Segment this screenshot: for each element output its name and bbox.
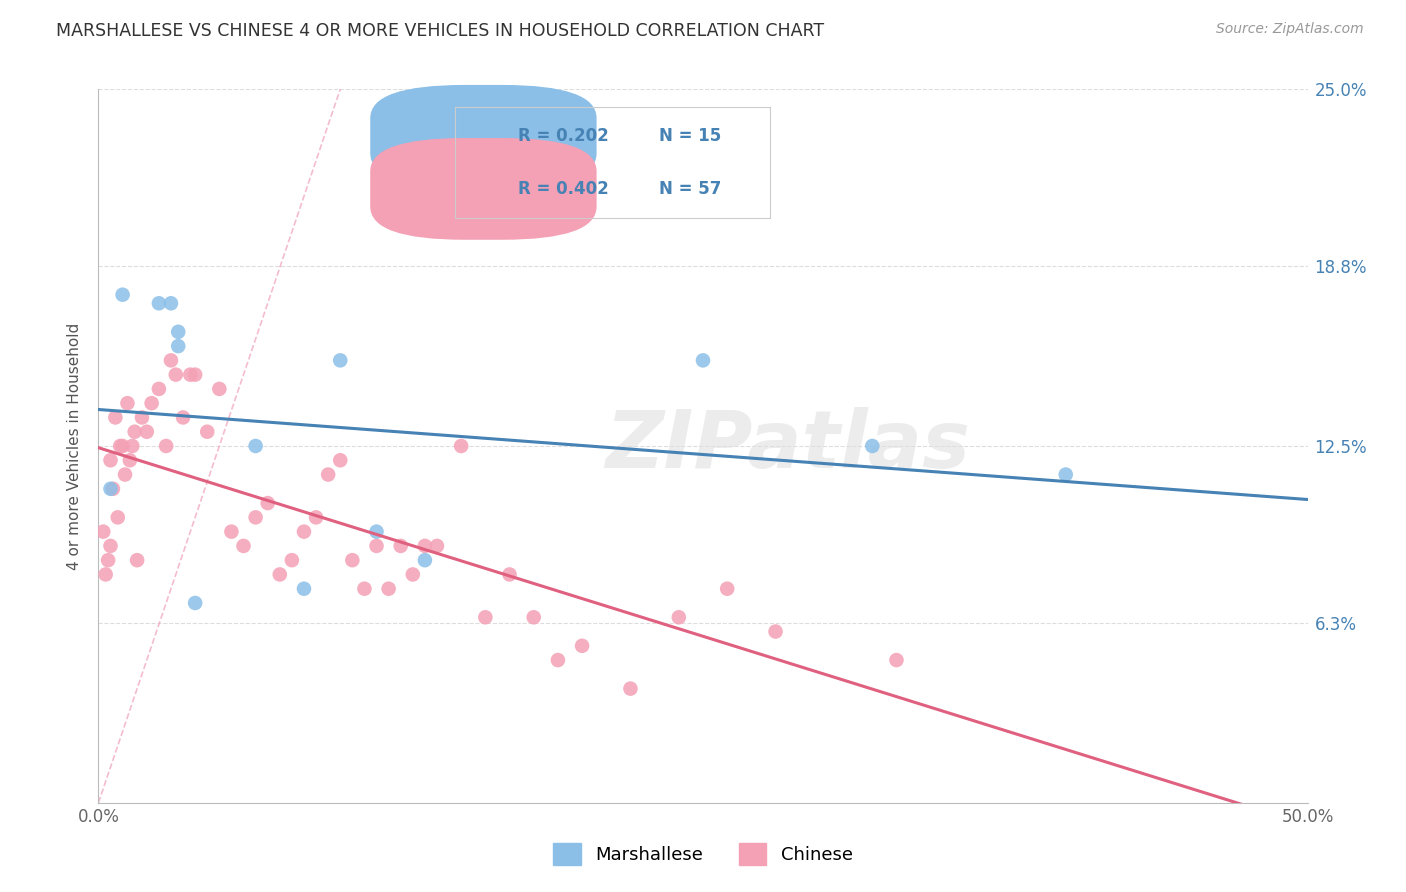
Point bbox=[269, 567, 291, 582]
Point bbox=[232, 539, 254, 553]
Text: ZIPatlas: ZIPatlas bbox=[605, 407, 970, 485]
Point bbox=[329, 353, 352, 368]
Point bbox=[114, 467, 136, 482]
Point bbox=[111, 287, 134, 301]
Point bbox=[668, 610, 690, 624]
Point bbox=[245, 510, 267, 524]
Point bbox=[292, 582, 315, 596]
Point bbox=[160, 296, 183, 310]
Point bbox=[100, 453, 122, 467]
Point bbox=[127, 553, 149, 567]
Point bbox=[389, 539, 412, 553]
Point bbox=[91, 524, 114, 539]
Point bbox=[523, 610, 546, 624]
Point bbox=[292, 524, 315, 539]
Point bbox=[474, 610, 496, 624]
Text: MARSHALLESE VS CHINESE 4 OR MORE VEHICLES IN HOUSEHOLD CORRELATION CHART: MARSHALLESE VS CHINESE 4 OR MORE VEHICLE… bbox=[56, 22, 824, 40]
Legend: Marshallese, Chinese: Marshallese, Chinese bbox=[547, 836, 859, 872]
Point bbox=[619, 681, 641, 696]
Point bbox=[155, 439, 177, 453]
Point bbox=[413, 539, 436, 553]
Point bbox=[100, 482, 122, 496]
Point bbox=[692, 353, 714, 368]
Point bbox=[179, 368, 201, 382]
Point bbox=[765, 624, 787, 639]
Point bbox=[366, 524, 388, 539]
Point bbox=[716, 582, 738, 596]
Point bbox=[160, 353, 183, 368]
Point bbox=[100, 539, 122, 553]
Point bbox=[413, 553, 436, 567]
Point bbox=[148, 382, 170, 396]
Point bbox=[886, 653, 908, 667]
Point bbox=[104, 410, 127, 425]
Point bbox=[121, 439, 143, 453]
Point bbox=[184, 368, 207, 382]
Point bbox=[195, 425, 218, 439]
Point bbox=[97, 553, 120, 567]
Point bbox=[167, 339, 190, 353]
Point bbox=[571, 639, 593, 653]
Point bbox=[107, 510, 129, 524]
Point bbox=[101, 482, 124, 496]
Point bbox=[108, 439, 131, 453]
Point bbox=[172, 410, 194, 425]
Point bbox=[148, 296, 170, 310]
Point bbox=[141, 396, 163, 410]
Point bbox=[450, 439, 472, 453]
Point bbox=[111, 439, 134, 453]
Point bbox=[402, 567, 425, 582]
Point bbox=[1054, 467, 1077, 482]
Point bbox=[316, 467, 339, 482]
Point bbox=[94, 567, 117, 582]
Point bbox=[860, 439, 883, 453]
Point bbox=[377, 582, 399, 596]
Point bbox=[245, 439, 267, 453]
Point bbox=[342, 553, 364, 567]
Point bbox=[353, 582, 375, 596]
Point bbox=[165, 368, 187, 382]
Point bbox=[184, 596, 207, 610]
Point bbox=[256, 496, 278, 510]
Point bbox=[117, 396, 139, 410]
Point bbox=[329, 453, 352, 467]
Point bbox=[498, 567, 520, 582]
Point bbox=[118, 453, 141, 467]
Point bbox=[305, 510, 328, 524]
Point bbox=[167, 325, 190, 339]
Point bbox=[281, 553, 304, 567]
Point bbox=[426, 539, 449, 553]
Y-axis label: 4 or more Vehicles in Household: 4 or more Vehicles in Household bbox=[67, 322, 83, 570]
Point bbox=[131, 410, 153, 425]
Point bbox=[124, 425, 146, 439]
Text: Source: ZipAtlas.com: Source: ZipAtlas.com bbox=[1216, 22, 1364, 37]
Point bbox=[547, 653, 569, 667]
Point bbox=[221, 524, 243, 539]
Point bbox=[135, 425, 157, 439]
Point bbox=[366, 539, 388, 553]
Point bbox=[208, 382, 231, 396]
